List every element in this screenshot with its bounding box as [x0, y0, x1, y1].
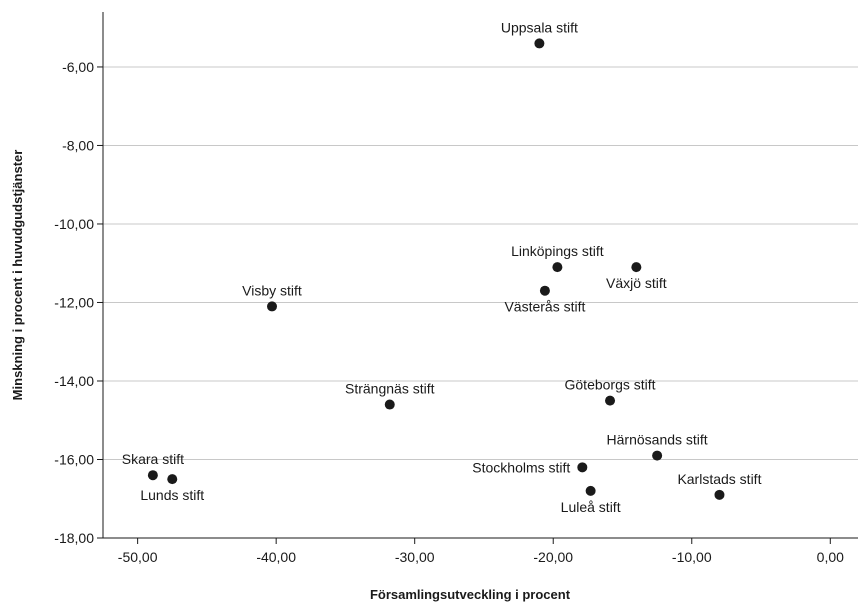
data-point: [384, 399, 395, 410]
x-tick-label: 0,00: [817, 549, 844, 565]
data-point: [605, 395, 616, 406]
data-point-label: Härnösands stift: [607, 432, 708, 448]
data-point-label: Lunds stift: [140, 487, 204, 503]
data-point-label: Strängnäs stift: [345, 381, 435, 397]
x-tick-label: -50,00: [118, 549, 158, 565]
data-point: [585, 485, 596, 496]
y-axis-title: Minskning i procent i huvudgudstjänster: [10, 150, 25, 401]
data-point: [167, 474, 178, 485]
y-tick-label: -8,00: [62, 137, 94, 153]
data-point: [577, 462, 588, 473]
data-point-label: Göteborgs stift: [565, 377, 656, 393]
data-point-label: Västerås stift: [504, 299, 585, 315]
data-point-label: Skara stift: [122, 451, 184, 467]
y-tick-label: -10,00: [54, 216, 94, 232]
y-tick-label: -18,00: [54, 530, 94, 546]
x-tick-label: -10,00: [672, 549, 712, 565]
y-tick-label: -12,00: [54, 294, 94, 310]
data-point: [267, 301, 278, 312]
y-tick-label: -14,00: [54, 373, 94, 389]
data-point: [534, 38, 545, 49]
y-tick-label: -16,00: [54, 451, 94, 467]
data-point-label: Stockholms stift: [472, 459, 570, 475]
x-tick-label: -40,00: [256, 549, 296, 565]
grid-lines: [103, 66, 858, 460]
data-point: [539, 285, 550, 296]
data-point: [714, 489, 725, 500]
data-point-label: Visby stift: [242, 282, 302, 298]
data-point-label: Växjö stift: [606, 275, 667, 291]
x-ticks: -50,00 -40,00 -30,00 -20,00 -10,00 0,00: [118, 538, 844, 565]
data-point-label: Luleå stift: [561, 499, 621, 515]
axes: [102, 12, 858, 539]
data-point-label: Karlstads stift: [677, 471, 761, 487]
y-ticks: -18,00 -16,00 -14,00 -12,00 -10,00 -8,00 -6,00: [54, 59, 103, 546]
data-point: [631, 262, 642, 273]
x-axis-title: Församlingsutveckling i procent: [370, 587, 571, 602]
data-point-label: Linköpings stift: [511, 243, 604, 259]
data-point: [652, 450, 663, 461]
x-tick-label: -20,00: [533, 549, 573, 565]
y-tick-label: -6,00: [62, 59, 94, 75]
data-point-label: Uppsala stift: [501, 19, 578, 35]
data-point: [147, 470, 158, 481]
x-tick-label: -30,00: [395, 549, 435, 565]
data-point: [552, 262, 563, 273]
